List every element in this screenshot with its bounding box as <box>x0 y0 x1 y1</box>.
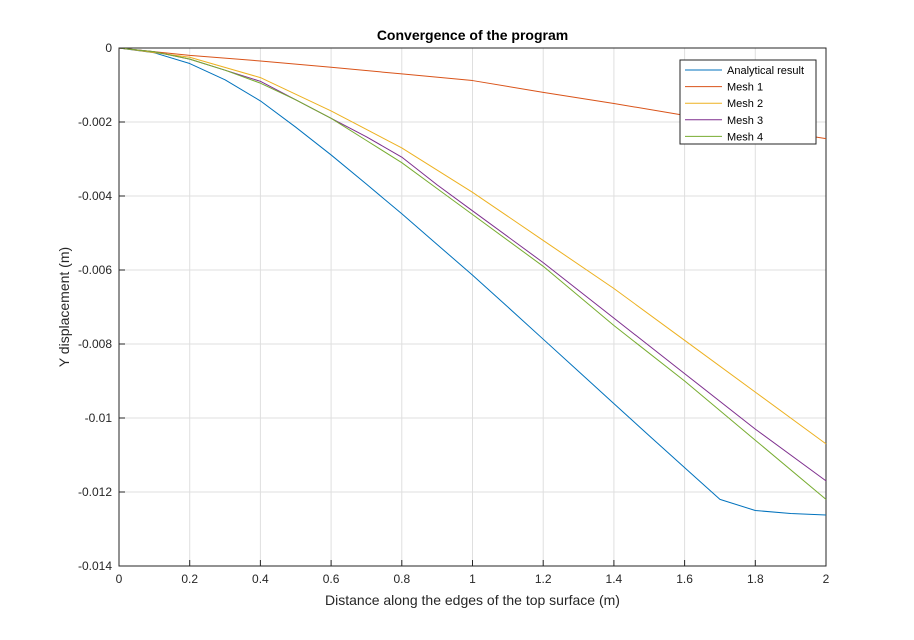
y-tick-label: -0.002 <box>78 115 112 129</box>
x-tick-label: 1.8 <box>747 572 764 586</box>
x-tick-label: 0.2 <box>181 572 198 586</box>
series-layer <box>118 47 827 516</box>
y-axis-label: Y displacement (m) <box>56 247 72 367</box>
x-tick-label: 0 <box>116 572 123 586</box>
legend-label: Analytical result <box>727 65 804 77</box>
legend-label: Mesh 4 <box>727 131 763 143</box>
x-tick-label: 0.4 <box>252 572 269 586</box>
y-tick-label: -0.01 <box>85 411 113 425</box>
x-tick-label: 1.4 <box>606 572 623 586</box>
x-tick-label: 0.6 <box>323 572 340 586</box>
x-tick-label: 1.2 <box>535 572 552 586</box>
legend: Analytical result Mesh 1 Mesh 2 Mesh 3 Mesh … <box>679 59 817 145</box>
series-line-3 <box>118 47 827 445</box>
x-tick-label: 2 <box>823 572 830 586</box>
x-tick-label: 0.8 <box>393 572 410 586</box>
legend-label: Mesh 3 <box>727 115 763 127</box>
series-line-1 <box>118 47 827 516</box>
x-tick-label: 1.6 <box>676 572 693 586</box>
x-tick-label: 1 <box>469 572 476 586</box>
y-tick-label: -0.006 <box>78 263 112 277</box>
series-line-5 <box>118 47 827 500</box>
legend-label: Mesh 1 <box>727 82 763 94</box>
y-tick-label: -0.014 <box>78 559 112 573</box>
y-tick-label: -0.008 <box>78 337 112 351</box>
legend-label: Mesh 2 <box>727 98 763 110</box>
y-tick-label: 0 <box>105 41 112 55</box>
legend-items: Analytical result Mesh 1 Mesh 2 Mesh 3 Mesh … <box>685 65 804 143</box>
axis-ticks: 0 0.2 0.4 0.6 0.8 1 1.2 1.4 1.6 1.8 2 0 -0.002 -0.004… <box>78 41 830 586</box>
y-tick-label: -0.004 <box>78 189 112 203</box>
x-axis-label: Distance along the edges of the top surf… <box>325 592 620 608</box>
chart-title: Convergence of the program <box>377 27 568 43</box>
legend-box <box>679 59 817 145</box>
y-tick-label: -0.012 <box>78 485 112 499</box>
